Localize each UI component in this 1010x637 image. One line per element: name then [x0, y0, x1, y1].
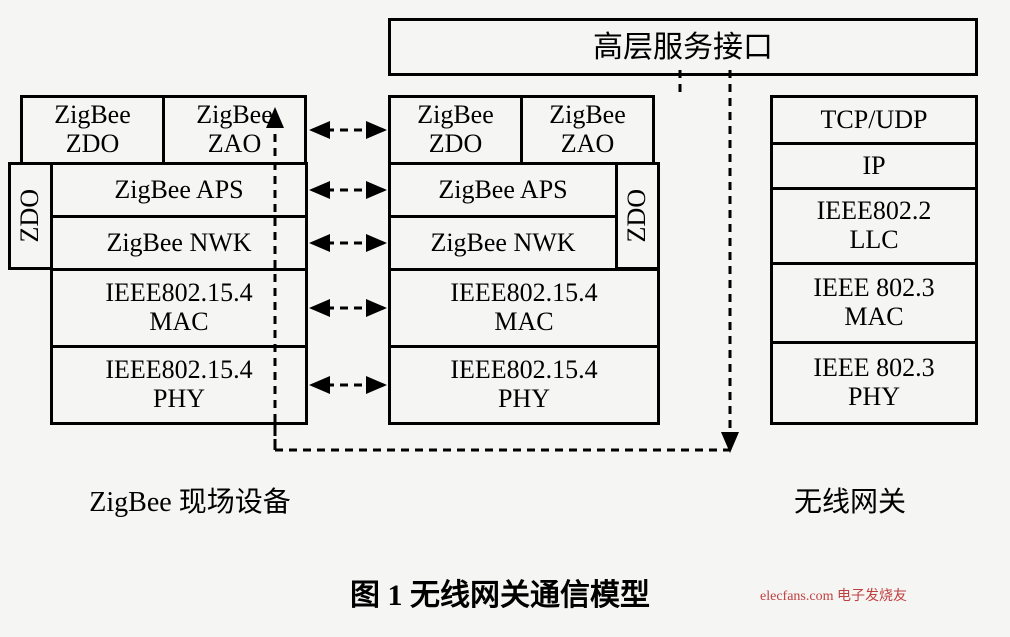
left-zdo-side: ZDO — [8, 162, 53, 270]
right-row-ip: IP — [770, 142, 978, 190]
left-row-mac: IEEE802.15.4 MAC — [50, 268, 308, 348]
diagram-canvas: 高层服务接口 ZigBee ZDO ZigBee ZAO ZDO ZigBee … — [0, 0, 1010, 637]
right-row-llc: IEEE802.2 LLC — [770, 187, 978, 265]
left-stack-label: ZigBee 现场设备 — [60, 480, 320, 520]
mid-top-zao: ZigBee ZAO — [520, 95, 655, 165]
watermark: elecfans.com 电子发烧友 — [760, 585, 907, 605]
left-row-aps: ZigBee APS — [50, 162, 308, 218]
left-row-phy: IEEE802.15.4 PHY — [50, 345, 308, 425]
mid-top-zdo: ZigBee ZDO — [388, 95, 523, 165]
right-row-tcpudp: TCP/UDP — [770, 95, 978, 145]
mid-row-phy: IEEE802.15.4 PHY — [388, 345, 660, 425]
left-top-zdo: ZigBee ZDO — [20, 95, 165, 165]
right-row-mac: IEEE 802.3 MAC — [770, 262, 978, 344]
mid-zdo-side: ZDO — [615, 162, 660, 270]
title-box: 高层服务接口 — [388, 18, 978, 76]
mid-row-nwk: ZigBee NWK — [388, 215, 618, 271]
figure-caption: 图 1 无线网关通信模型 — [250, 570, 750, 614]
right-row-phy: IEEE 802.3 PHY — [770, 341, 978, 425]
mid-row-aps: ZigBee APS — [388, 162, 618, 218]
title-box-text: 高层服务接口 — [593, 31, 773, 64]
left-top-zao: ZigBee ZAO — [162, 95, 307, 165]
left-row-nwk: ZigBee NWK — [50, 215, 308, 271]
right-stack-label: 无线网关 — [760, 480, 940, 520]
mid-row-mac: IEEE802.15.4 MAC — [388, 268, 660, 348]
